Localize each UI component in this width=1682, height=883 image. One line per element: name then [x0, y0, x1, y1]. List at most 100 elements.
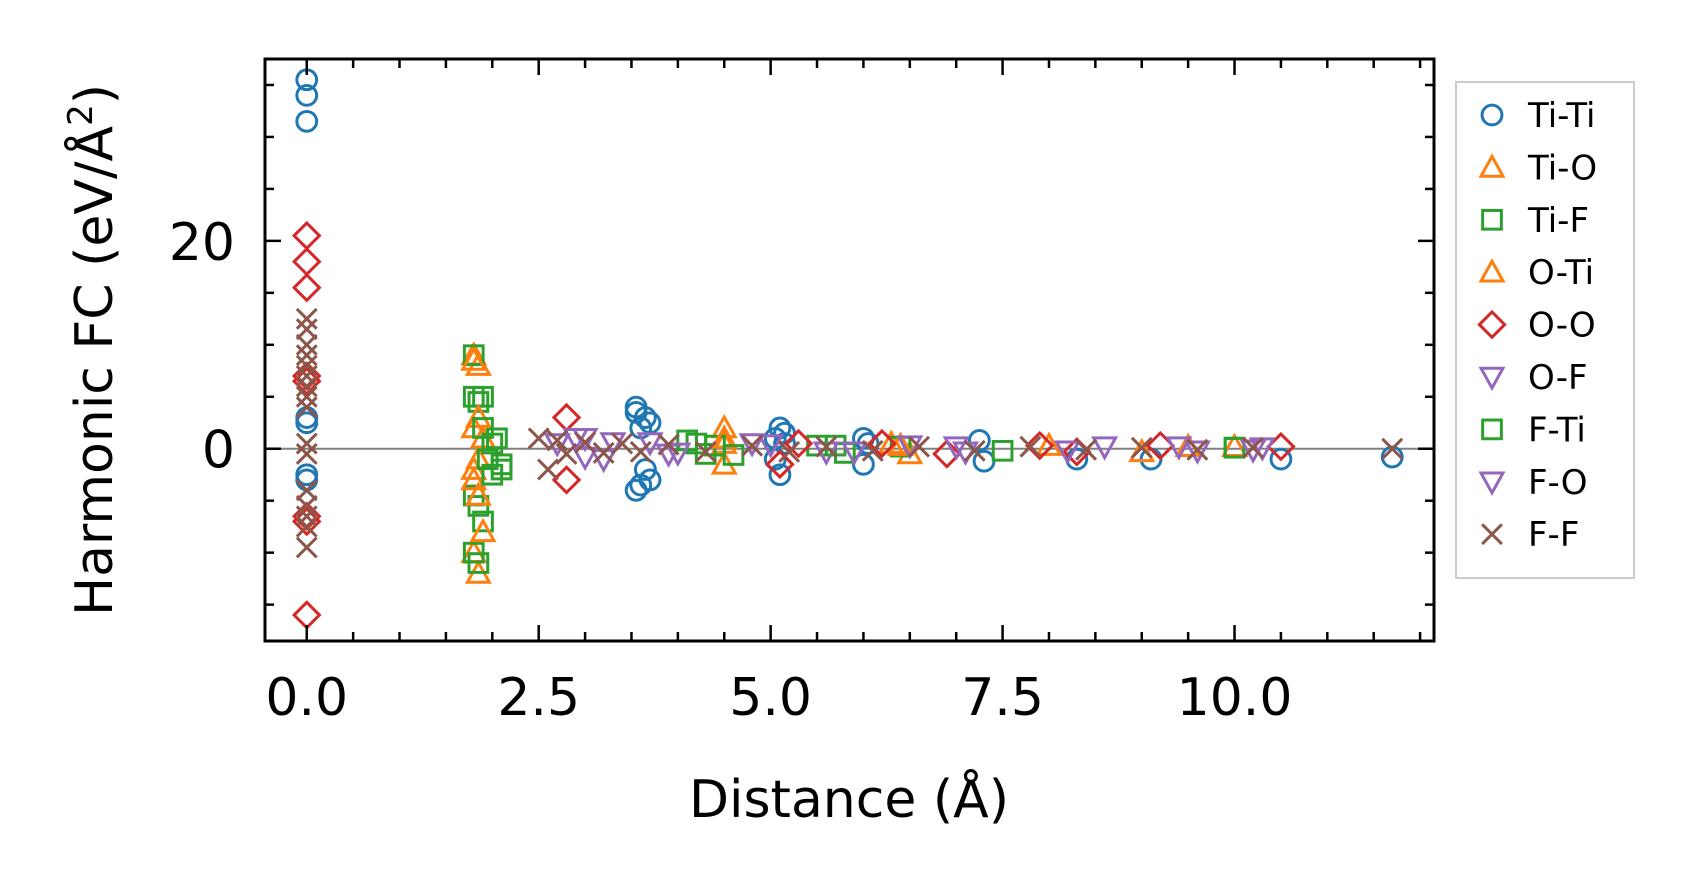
data-point-ti-ti [295, 109, 319, 133]
legend-marker-ti-o [1478, 153, 1506, 178]
data-point-f-o [840, 441, 868, 466]
data-point-f-ti [472, 417, 494, 439]
data-point-ti-o [1220, 432, 1249, 457]
data-point-f-o [757, 434, 785, 459]
data-point-o-o [291, 501, 322, 532]
data-point-o-ti [460, 465, 488, 491]
x-tick-label: 7.5 [961, 668, 1044, 728]
data-point-ti-ti [638, 468, 662, 492]
data-point-f-f [295, 307, 318, 330]
data-point-o-o [291, 600, 322, 630]
legend-label: Ti-Ti [1527, 96, 1596, 136]
data-point-f-f [1075, 438, 1098, 461]
data-point-ti-o [1035, 431, 1063, 456]
data-point-o-o [932, 439, 962, 469]
legend-marker-ti-f [1481, 208, 1503, 231]
legend-item-ti-o: Ti-O [1478, 148, 1597, 188]
axis-ticks [265, 59, 1434, 641]
data-point-ti-o [896, 439, 924, 465]
data-point-f-f [295, 354, 318, 377]
data-point-f-f [295, 318, 318, 341]
data-point-o-o [551, 402, 582, 433]
legend-item-o-o: O-O [1477, 306, 1596, 346]
data-point-o-o [1024, 430, 1055, 461]
data-point-f-o [1053, 440, 1082, 465]
data-point-f-f [741, 434, 764, 457]
data-point-ti-f [472, 385, 494, 408]
data-point-f-f [295, 479, 318, 502]
data-point-f-f [1186, 438, 1209, 461]
data-point-o-o [867, 428, 897, 459]
data-point-o-o [291, 272, 322, 303]
data-point-f-f [1381, 437, 1404, 460]
data-point-f-f [778, 440, 801, 463]
data-point-f-f [546, 429, 569, 452]
legend-marker-f-o [1478, 471, 1506, 496]
data-point-f-f [527, 427, 550, 450]
data-point-o-o [291, 361, 322, 391]
data-point-f-f [657, 433, 680, 456]
legend-marker-f-f [1481, 523, 1503, 546]
data-point-f-f [611, 432, 634, 455]
data-point-f-f [555, 442, 578, 465]
series-f-f [295, 307, 1404, 559]
data-point-f-f [861, 439, 884, 462]
legend-label: Ti-F [1527, 201, 1589, 241]
data-point-ti-f [991, 439, 1014, 462]
legend-label: O-O [1528, 306, 1596, 346]
data-point-ti-o [1128, 437, 1156, 463]
legend: Ti-Ti Ti-O Ti-F O-Ti O-O O-F F-Ti F-O F-F [1477, 96, 1597, 555]
plot-frame [263, 57, 1436, 643]
data-point-f-o [571, 428, 599, 453]
data-point-f-f [295, 442, 318, 465]
data-point-f-o [636, 432, 664, 457]
legend-marker-o-o [1477, 309, 1507, 340]
data-point-f-o [664, 442, 692, 467]
data-point-ti-f [467, 391, 490, 413]
data-point-ti-ti [295, 411, 319, 435]
data-point-ti-f [467, 552, 490, 574]
legend-item-ti-f: Ti-F [1481, 201, 1589, 241]
data-point-o-o [783, 428, 814, 459]
data-point-ti-ti [773, 432, 796, 455]
data-point-ti-ti [967, 429, 991, 452]
data-point-ti-ti [633, 458, 657, 481]
legend-item-f-ti: F-Ti [1481, 410, 1586, 450]
legend-label: Ti-O [1527, 148, 1597, 188]
legend-marker-o-f [1478, 366, 1506, 392]
data-point-ti-ti [295, 83, 319, 107]
y-axis-label-close: ) [65, 84, 125, 104]
legend-label: F-O [1528, 463, 1588, 503]
data-point-ti-f [462, 344, 485, 367]
data-point-o-o [765, 449, 795, 480]
data-point-f-f [694, 440, 717, 463]
data-point-f-f [815, 435, 838, 458]
data-point-f-f [295, 494, 318, 517]
legend-marker-f-ti [1481, 418, 1503, 441]
legend-label: F-Ti [1528, 410, 1586, 450]
legend-marker-ti-ti [1480, 103, 1504, 127]
legend-item-ti-ti: Ti-Ti [1480, 96, 1596, 136]
data-point-f-f [295, 396, 318, 419]
data-point-f-f [295, 333, 318, 356]
y-axis-label-superscript: 2 [61, 104, 101, 126]
data-point-o-o [551, 465, 582, 495]
data-point-ti-ti [633, 406, 657, 429]
legend-label: O-F [1528, 358, 1588, 398]
data-point-o-ti [469, 517, 497, 543]
x-axis-label: Distance (Å) [689, 768, 1009, 830]
data-point-f-o [1239, 439, 1267, 464]
data-point-f-o [1165, 436, 1193, 461]
data-point-ti-f [472, 510, 494, 533]
data-point-f-f [963, 439, 986, 462]
data-point-o-f [1091, 436, 1119, 461]
legend-item-o-ti: O-Ti [1478, 253, 1594, 293]
data-point-f-f [1019, 435, 1042, 458]
data-point-o-ti [464, 481, 492, 506]
legend-item-o-f: O-F [1478, 358, 1588, 398]
data-point-ti-f [467, 495, 490, 517]
data-point-f-f [574, 431, 597, 454]
data-point-o-f [738, 433, 766, 458]
tick-labels: 0.0 2.5 5.0 7.5 10.0 0 20 [169, 213, 1293, 728]
